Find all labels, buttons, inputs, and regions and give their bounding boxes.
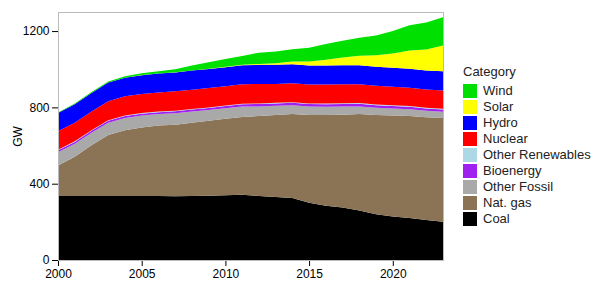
svg-text:0: 0 <box>43 253 50 267</box>
svg-text:2015: 2015 <box>296 267 323 281</box>
html-text:Coal: Coal <box>483 211 510 226</box>
html-text:Category: Category <box>463 63 516 79</box>
svg-text:2010: 2010 <box>213 267 240 281</box>
html-text:Wind: Wind <box>483 83 513 98</box>
svg-text:2000: 2000 <box>45 267 72 281</box>
html-text:Other Fossil: Other Fossil <box>483 179 554 194</box>
svg-text:1200: 1200 <box>23 24 50 38</box>
html-text:Other Renewables: Other Renewables <box>483 147 591 162</box>
html-text:Nat. gas: Nat. gas <box>483 195 532 210</box>
svg-text:GW: GW <box>11 126 25 147</box>
html-text:Nuclear: Nuclear <box>483 131 528 146</box>
html-text:Solar: Solar <box>483 99 514 114</box>
svg-text:2020: 2020 <box>380 267 407 281</box>
svg-text:400: 400 <box>29 177 49 191</box>
html-text:Bioenergy: Bioenergy <box>483 163 542 178</box>
html-text:Hydro: Hydro <box>483 115 518 130</box>
svg-text:800: 800 <box>29 101 49 115</box>
svg-text:2005: 2005 <box>129 267 156 281</box>
